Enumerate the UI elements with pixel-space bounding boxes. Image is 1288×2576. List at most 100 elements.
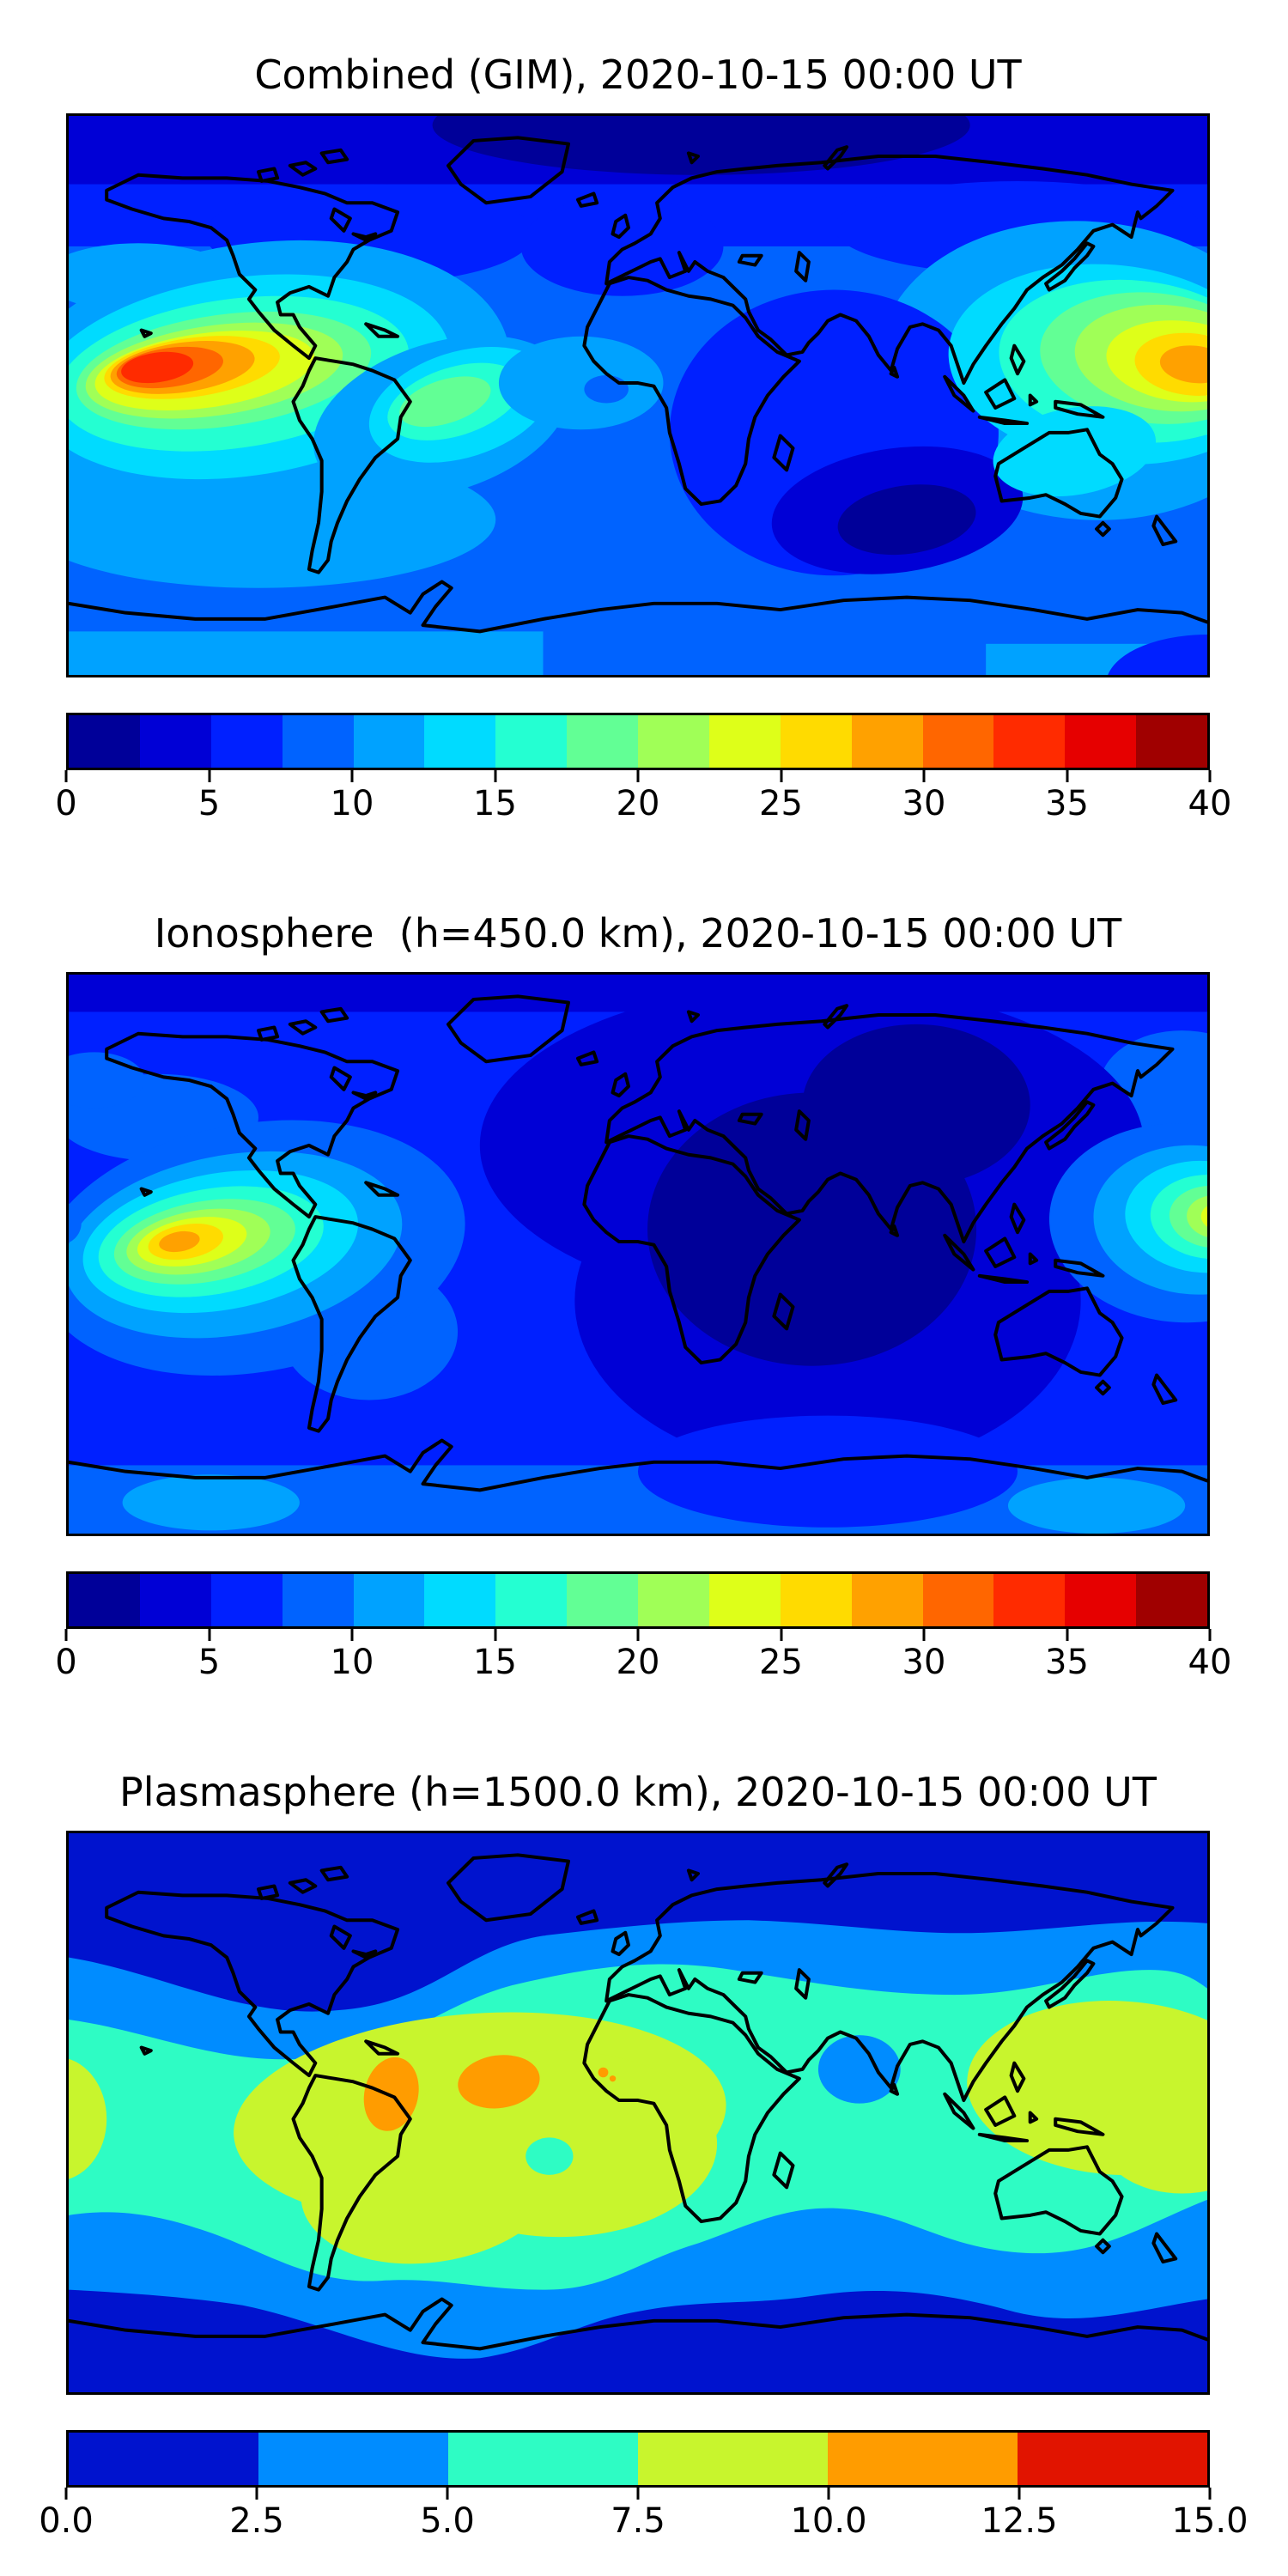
colorbar-tick (827, 2488, 830, 2500)
colorbar-segment (638, 715, 709, 768)
colorbar-ticks-plasmasphere: 0.0 2.5 5.0 7.5 10.0 12.5 15.0 (39, 2488, 1249, 2565)
colorbar-tick-label: 40 (1188, 784, 1232, 823)
world-map-combined (66, 113, 1210, 677)
panel-plasmasphere: Plasmasphere (h=1500.0 km), 2020-10-15 0… (0, 1717, 1288, 2576)
panel-combined: Combined (GIM), 2020-10-15 00:00 UT (0, 0, 1288, 859)
colorbar-tick-label: 7.5 (611, 2501, 665, 2541)
colorbar-tick (1018, 2488, 1021, 2500)
colorbar-tick-label: 5 (197, 1643, 221, 1682)
colorbar-segment (353, 1574, 425, 1626)
colorbar-tick-label: 10 (330, 1643, 374, 1682)
colorbar-segment (282, 1574, 354, 1626)
colorbar-segment (69, 2433, 258, 2485)
colorbar-tick (208, 770, 210, 782)
colorbar-tick (350, 770, 354, 782)
colorbar-tick (1208, 770, 1212, 782)
colorbar-tick (780, 770, 782, 782)
colorbar-tick (922, 770, 926, 782)
colorbar-tick (208, 1629, 210, 1641)
colorbar-combined (66, 713, 1210, 770)
colorbar-tick (255, 2488, 258, 2500)
colorbar-segment (282, 715, 354, 768)
colorbar-segment (1136, 715, 1207, 768)
colorbar-segment (258, 2433, 448, 2485)
colorbar-tick (1066, 1629, 1068, 1641)
colorbar-segment (139, 715, 211, 768)
colorbar-tick (494, 770, 496, 782)
colorbar-segment (210, 715, 283, 768)
world-map-ionosphere (66, 972, 1210, 1536)
colorbar-ticks-ionosphere: 0 5 10 15 20 25 30 35 40 (55, 1629, 1231, 1706)
colorbar-tick-label: 25 (759, 784, 803, 823)
colorbar-segment (993, 715, 1066, 768)
colorbar-segment (708, 715, 781, 768)
contour-map-plasmasphere (69, 1833, 1207, 2392)
colorbar-segment (922, 715, 994, 768)
contour-fills (69, 1833, 1207, 2392)
panel-title: Combined (GIM), 2020-10-15 00:00 UT (254, 52, 1022, 98)
colorbar-segment (922, 1574, 994, 1626)
colorbar-segment (708, 1574, 781, 1626)
colorbar-tick-label: 10.0 (790, 2501, 867, 2541)
colorbar-segment (210, 1574, 283, 1626)
colorbar-tick-label: 2.5 (229, 2501, 284, 2541)
colorbar-tick-label: 20 (616, 1643, 660, 1682)
colorbar-segment (139, 1574, 211, 1626)
colorbar-tick-label: 12.5 (981, 2501, 1058, 2541)
colorbar-tick-label: 0.0 (39, 2501, 94, 2541)
colorbar-segment (69, 715, 140, 768)
colorbar-segment (567, 1574, 638, 1626)
colorbar-segment (780, 1574, 852, 1626)
colorbar-tick (780, 1629, 782, 1641)
colorbar-tick-label: 10 (330, 784, 374, 823)
colorbar-segment (495, 715, 568, 768)
colorbar-tick-label: 15.0 (1171, 2501, 1249, 2541)
colorbar-tick (922, 1629, 926, 1641)
contour-fills (69, 116, 1207, 675)
colorbar-tick (64, 2488, 68, 2500)
colorbar-tick-label: 15 (473, 784, 517, 823)
colorbar-tick (1066, 770, 1068, 782)
panel-title: Plasmasphere (h=1500.0 km), 2020-10-15 0… (119, 1769, 1157, 1815)
colorbar-tick (64, 770, 68, 782)
colorbar-segment (567, 715, 638, 768)
colorbar-segment (638, 1574, 709, 1626)
colorbar-tick-label: 30 (902, 1643, 946, 1682)
colorbar-segment (424, 715, 496, 768)
colorbar-tick (1208, 1629, 1212, 1641)
colorbar-tick (494, 1629, 496, 1641)
colorbar-tick (636, 1629, 640, 1641)
colorbar-tick-label: 30 (902, 784, 946, 823)
colorbar-tick (64, 1629, 68, 1641)
colorbar-tick-label: 15 (473, 1643, 517, 1682)
colorbar-segment (828, 2433, 1018, 2485)
colorbar-segment (638, 2433, 828, 2485)
contour-map-combined (69, 116, 1207, 675)
panel-title: Ionosphere (h=450.0 km), 2020-10-15 00:0… (154, 910, 1122, 957)
colorbar-tick-label: 5 (197, 784, 221, 823)
colorbar-segment (1065, 1574, 1137, 1626)
colorbar-tick (350, 1629, 354, 1641)
colorbar-ticks-combined: 0 5 10 15 20 25 30 35 40 (55, 770, 1231, 848)
colorbar-segment (780, 715, 852, 768)
colorbar-segment (851, 715, 923, 768)
colorbar-tick-label: 35 (1045, 1643, 1089, 1682)
colorbar-tick-label: 35 (1045, 784, 1089, 823)
colorbar-tick-label: 5.0 (420, 2501, 475, 2541)
contour-fills (69, 975, 1207, 1534)
colorbar-tick (446, 2488, 449, 2500)
colorbar-segment (424, 1574, 496, 1626)
colorbar-tick-label: 0 (55, 1643, 77, 1682)
colorbar-segment (1065, 715, 1137, 768)
colorbar-segment (1018, 2433, 1207, 2485)
colorbar-segment (448, 2433, 638, 2485)
colorbar-segment (851, 1574, 923, 1626)
colorbar-tick-label: 0 (55, 784, 77, 823)
colorbar-segment (495, 1574, 568, 1626)
colorbar-tick (636, 770, 640, 782)
colorbar-segment (69, 1574, 140, 1626)
colorbar-segment (1136, 1574, 1207, 1626)
colorbar-plasmasphere (66, 2430, 1210, 2488)
colorbar-segment (353, 715, 425, 768)
